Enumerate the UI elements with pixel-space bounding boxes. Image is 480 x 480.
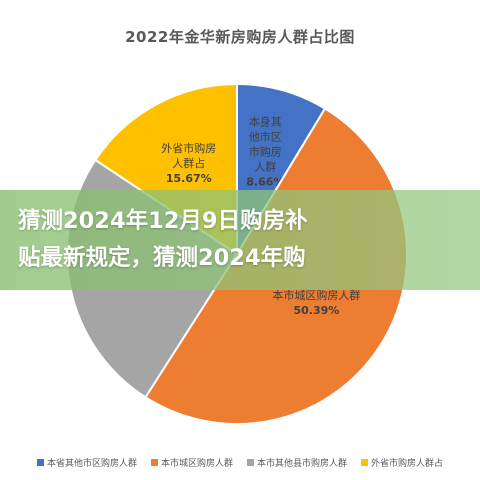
- legend-swatch: [247, 459, 254, 466]
- legend-swatch: [361, 459, 369, 466]
- legend-swatch: [36, 459, 44, 466]
- headline-line-1: 猜测2024年12月9日购房补: [18, 208, 308, 234]
- headline-banner: [0, 190, 480, 290]
- legend-label: 外省市购房人群占: [371, 459, 444, 469]
- legend-item-2: 本市其他县市购房人群: [247, 456, 347, 469]
- legend-label: 本市其他县市购房人群: [257, 459, 348, 469]
- legend-label: 本市城区购房人群: [160, 459, 233, 469]
- chart-title: 2022年金华新房购房人群占比图: [125, 28, 355, 46]
- slice-percent-label-0: 8.66%: [246, 175, 284, 188]
- slice-percent-label-3: 15.67%: [166, 172, 212, 185]
- slice-label-1: 本市城区购房人群: [272, 288, 360, 302]
- legend-item-1: 本市城区购房人群: [150, 456, 233, 469]
- slice-label-3: 外省市购房: [161, 141, 216, 155]
- legend-item-3: 外省市购房人群占: [361, 456, 443, 469]
- slice-label-0: 他市区: [249, 129, 282, 143]
- slice-label-3: 人群占: [172, 156, 205, 170]
- headline-line-2: 贴最新规定，猜测2024年购: [18, 245, 306, 271]
- legend-item-0: 本省其他市区购房人群: [36, 456, 137, 469]
- legend-label: 本省其他市区购房人群: [46, 459, 137, 469]
- slice-label-0: 市购房: [249, 144, 282, 158]
- legend-swatch: [150, 459, 158, 466]
- chart-legend: 本省其他市区购房人群 本市城区购房人群 本市其他县市购房人群 外省市购房人群占: [0, 456, 480, 469]
- slice-label-0: 人群: [254, 159, 276, 173]
- slice-label-0: 本身其: [249, 114, 282, 128]
- headline-text[interactable]: 猜测2024年12月9日购房补 贴最新规定，猜测2024年购: [18, 203, 468, 277]
- slice-percent-label-1: 50.39%: [293, 304, 339, 317]
